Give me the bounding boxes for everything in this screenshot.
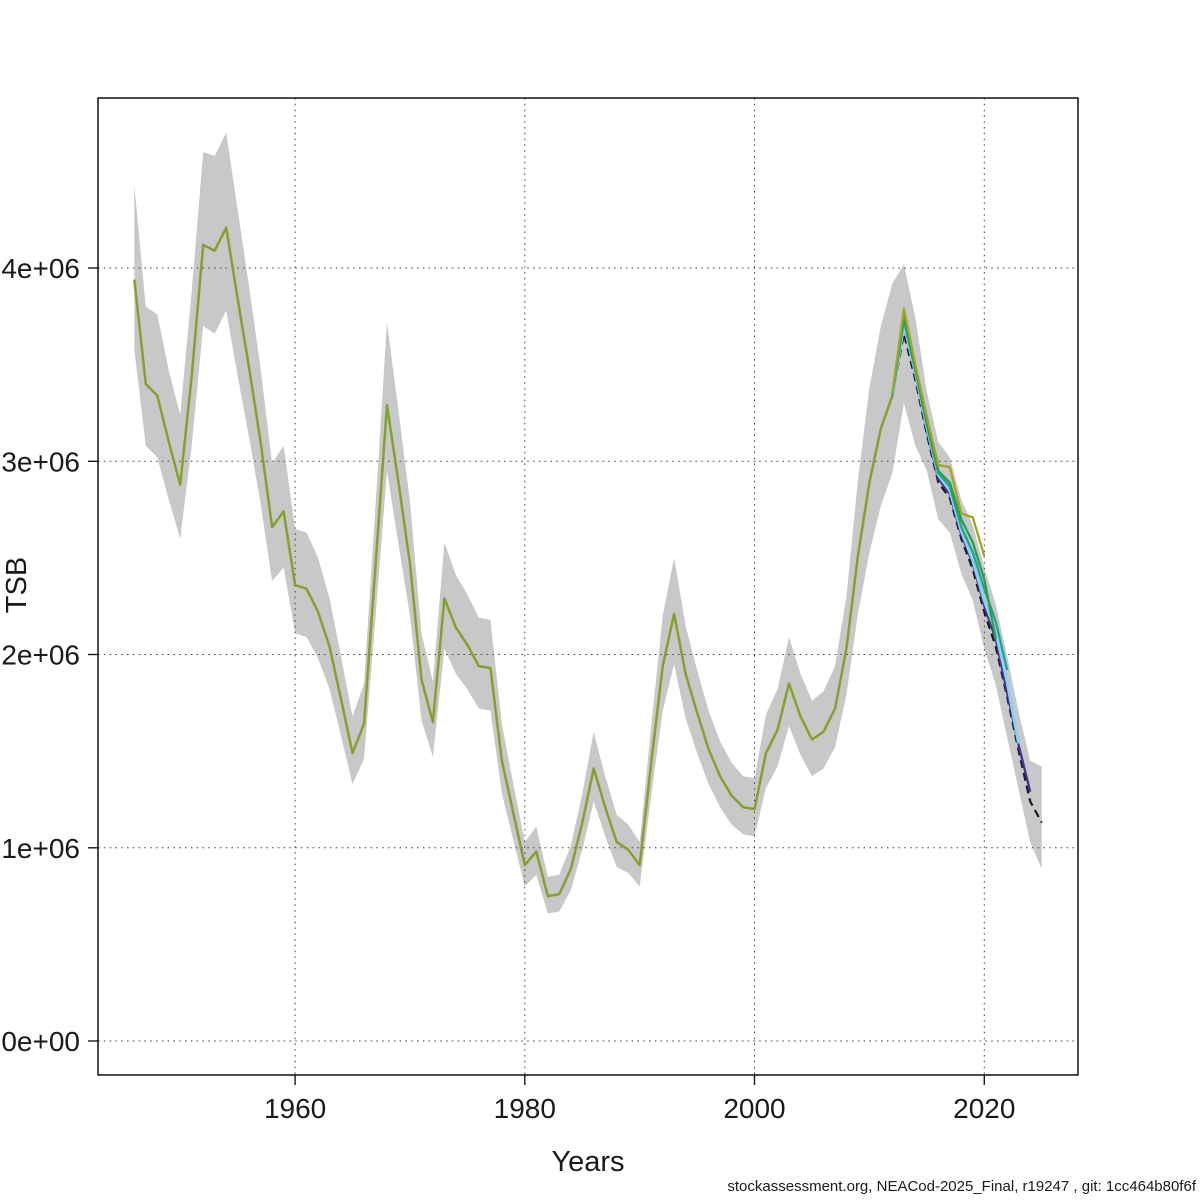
series-historical-estimate: [133, 226, 894, 898]
y-tick-label-1e+06: 1e+06: [1, 833, 80, 864]
y-axis-title: TSB: [1, 556, 33, 614]
x-tick-label-2000: 2000: [723, 1093, 785, 1124]
x-axis-title: Years: [551, 1146, 625, 1178]
y-tick-label-4e+06: 4e+06: [1, 253, 80, 284]
series-retro-peel-2020: [891, 307, 986, 557]
x-tick-label-1980: 1980: [494, 1093, 556, 1124]
series-retro-peel-2021: [891, 315, 997, 640]
y-tick-label-3e+06: 3e+06: [1, 446, 80, 477]
y-tick-label-0e+00: 0e+00: [1, 1026, 80, 1057]
x-tick-label-1960: 1960: [264, 1093, 326, 1124]
source-caption: stockassessment.org, NEACod-2025_Final, …: [727, 1178, 1196, 1195]
x-tick-label-2020: 2020: [953, 1093, 1015, 1124]
confidence-band: [134, 132, 1042, 914]
plot-frame: [97, 97, 1079, 1076]
y-tick-label-2e+06: 2e+06: [1, 640, 80, 671]
